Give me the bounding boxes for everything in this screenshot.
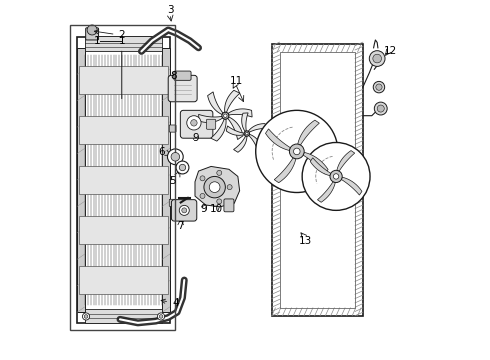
Polygon shape bbox=[249, 134, 262, 151]
FancyBboxPatch shape bbox=[168, 75, 197, 102]
Circle shape bbox=[374, 102, 387, 115]
FancyBboxPatch shape bbox=[224, 199, 234, 212]
Circle shape bbox=[223, 114, 227, 117]
FancyBboxPatch shape bbox=[180, 111, 213, 138]
Text: 2: 2 bbox=[95, 30, 125, 40]
Bar bbox=[77, 37, 170, 323]
Circle shape bbox=[200, 176, 205, 181]
Circle shape bbox=[191, 120, 197, 126]
FancyBboxPatch shape bbox=[206, 119, 216, 129]
Text: 7: 7 bbox=[177, 221, 183, 231]
Polygon shape bbox=[234, 136, 247, 152]
Circle shape bbox=[245, 132, 248, 135]
Polygon shape bbox=[248, 123, 267, 132]
Bar bbox=[79, 216, 168, 244]
Polygon shape bbox=[337, 150, 355, 171]
Circle shape bbox=[330, 170, 342, 183]
Circle shape bbox=[227, 185, 232, 190]
Text: 5: 5 bbox=[169, 176, 175, 186]
Circle shape bbox=[244, 131, 249, 136]
Text: 1: 1 bbox=[94, 36, 100, 46]
Polygon shape bbox=[266, 129, 291, 150]
Circle shape bbox=[333, 174, 339, 179]
Circle shape bbox=[157, 313, 165, 320]
Text: 1: 1 bbox=[119, 36, 125, 99]
Circle shape bbox=[377, 105, 384, 112]
Polygon shape bbox=[342, 177, 362, 195]
Polygon shape bbox=[226, 126, 245, 135]
Text: 13: 13 bbox=[299, 236, 312, 246]
Circle shape bbox=[182, 208, 187, 213]
Polygon shape bbox=[224, 90, 240, 112]
Text: 8: 8 bbox=[171, 71, 177, 81]
Circle shape bbox=[302, 143, 370, 210]
Circle shape bbox=[171, 153, 180, 161]
Circle shape bbox=[200, 193, 205, 198]
Bar bbox=[79, 266, 168, 294]
Polygon shape bbox=[303, 152, 328, 174]
Bar bbox=[70, 24, 175, 330]
Bar bbox=[272, 44, 363, 316]
Polygon shape bbox=[211, 119, 226, 141]
Bar bbox=[79, 166, 168, 194]
Polygon shape bbox=[318, 182, 335, 202]
Circle shape bbox=[87, 25, 97, 35]
FancyBboxPatch shape bbox=[169, 125, 176, 132]
Circle shape bbox=[256, 111, 338, 193]
Circle shape bbox=[187, 116, 201, 130]
Polygon shape bbox=[228, 109, 252, 117]
Polygon shape bbox=[274, 158, 296, 183]
Polygon shape bbox=[198, 114, 222, 122]
Bar bbox=[77, 48, 85, 312]
Polygon shape bbox=[228, 117, 243, 140]
Text: 11: 11 bbox=[229, 76, 243, 86]
Bar bbox=[280, 52, 355, 308]
Bar bbox=[79, 116, 168, 144]
Bar bbox=[85, 36, 162, 51]
Text: 12: 12 bbox=[384, 46, 397, 56]
Circle shape bbox=[222, 112, 229, 119]
Circle shape bbox=[179, 205, 189, 215]
Circle shape bbox=[376, 84, 382, 90]
Circle shape bbox=[204, 176, 225, 198]
Bar bbox=[85, 309, 162, 323]
Circle shape bbox=[373, 54, 382, 63]
Text: 4: 4 bbox=[161, 298, 179, 308]
Polygon shape bbox=[242, 113, 248, 131]
Circle shape bbox=[179, 164, 186, 171]
Polygon shape bbox=[208, 92, 223, 114]
FancyBboxPatch shape bbox=[174, 71, 191, 80]
Polygon shape bbox=[195, 166, 240, 207]
Circle shape bbox=[369, 51, 385, 66]
Circle shape bbox=[217, 199, 222, 204]
Circle shape bbox=[168, 149, 183, 165]
Circle shape bbox=[217, 170, 222, 175]
Polygon shape bbox=[298, 120, 319, 145]
FancyBboxPatch shape bbox=[172, 200, 197, 221]
Polygon shape bbox=[310, 158, 331, 176]
Text: 3: 3 bbox=[167, 5, 173, 15]
Circle shape bbox=[82, 313, 90, 320]
Circle shape bbox=[209, 182, 220, 193]
Text: 10: 10 bbox=[210, 204, 223, 214]
Text: 9: 9 bbox=[200, 203, 207, 213]
Text: 9: 9 bbox=[193, 133, 199, 143]
Circle shape bbox=[84, 315, 88, 318]
FancyBboxPatch shape bbox=[86, 28, 98, 40]
Circle shape bbox=[159, 315, 163, 318]
Bar bbox=[162, 48, 170, 312]
Circle shape bbox=[176, 161, 189, 174]
Bar bbox=[79, 66, 168, 94]
FancyBboxPatch shape bbox=[169, 199, 176, 206]
Circle shape bbox=[373, 81, 385, 93]
Circle shape bbox=[290, 144, 304, 159]
Circle shape bbox=[294, 148, 300, 155]
Text: 6: 6 bbox=[158, 148, 165, 157]
